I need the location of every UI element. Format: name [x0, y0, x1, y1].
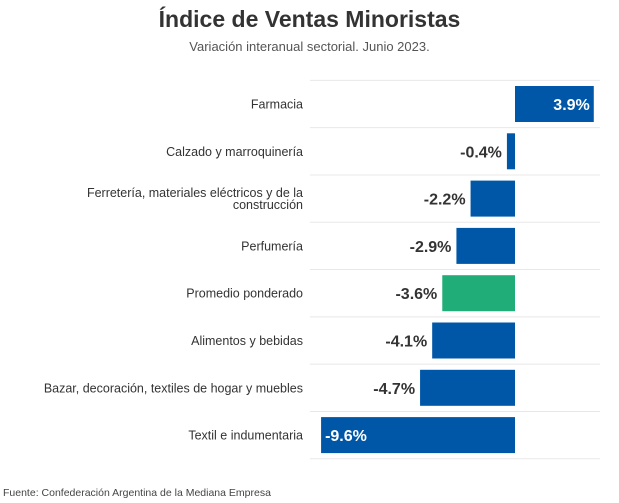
bar	[442, 275, 515, 312]
bar	[506, 133, 515, 170]
category-label: Calzado y marroquinería	[166, 145, 303, 159]
category-label: Alimentos y bebidas	[191, 334, 303, 348]
category-label-line: Textil e indumentaria	[188, 429, 303, 443]
bar	[456, 227, 515, 264]
chart-title: Índice de Ventas Minoristas	[158, 6, 461, 32]
value-label: -2.9%	[410, 239, 452, 256]
category-label: Ferretería, materiales eléctricos y de l…	[87, 186, 303, 212]
bar	[420, 369, 515, 406]
bar	[432, 322, 515, 359]
value-label: -0.4%	[460, 144, 502, 161]
category-label-line: Perfumería	[241, 239, 303, 253]
category-label: Promedio ponderado	[186, 287, 303, 301]
category-label-line: Promedio ponderado	[186, 287, 303, 301]
category-label-line: construcción	[233, 198, 303, 212]
category-label-line: Bazar, decoración, textiles de hogar y m…	[44, 381, 303, 395]
value-label: -9.6%	[325, 428, 367, 445]
category-label: Textil e indumentaria	[188, 429, 303, 443]
bar	[515, 86, 594, 122]
category-label: Bazar, decoración, textiles de hogar y m…	[44, 381, 303, 395]
bar	[321, 417, 515, 454]
value-label: -2.2%	[424, 192, 466, 209]
category-label-line: Calzado y marroquinería	[166, 145, 303, 159]
bar	[470, 180, 515, 217]
category-label-line: Alimentos y bebidas	[191, 334, 303, 348]
value-label: -4.7%	[373, 381, 415, 398]
category-label-line: Ferretería, materiales eléctricos y de l…	[87, 186, 303, 200]
category-label: Farmacia	[251, 98, 303, 112]
category-label: Perfumería	[241, 239, 303, 253]
chart-subtitle: Variación interanual sectorial. Junio 20…	[189, 39, 430, 54]
value-label: 3.9%	[553, 97, 589, 114]
value-label: -3.6%	[395, 286, 437, 303]
category-label-line: Farmacia	[251, 98, 303, 112]
source-note: Fuente: Confederación Argentina de la Me…	[3, 487, 271, 499]
value-label: -4.1%	[385, 334, 427, 351]
